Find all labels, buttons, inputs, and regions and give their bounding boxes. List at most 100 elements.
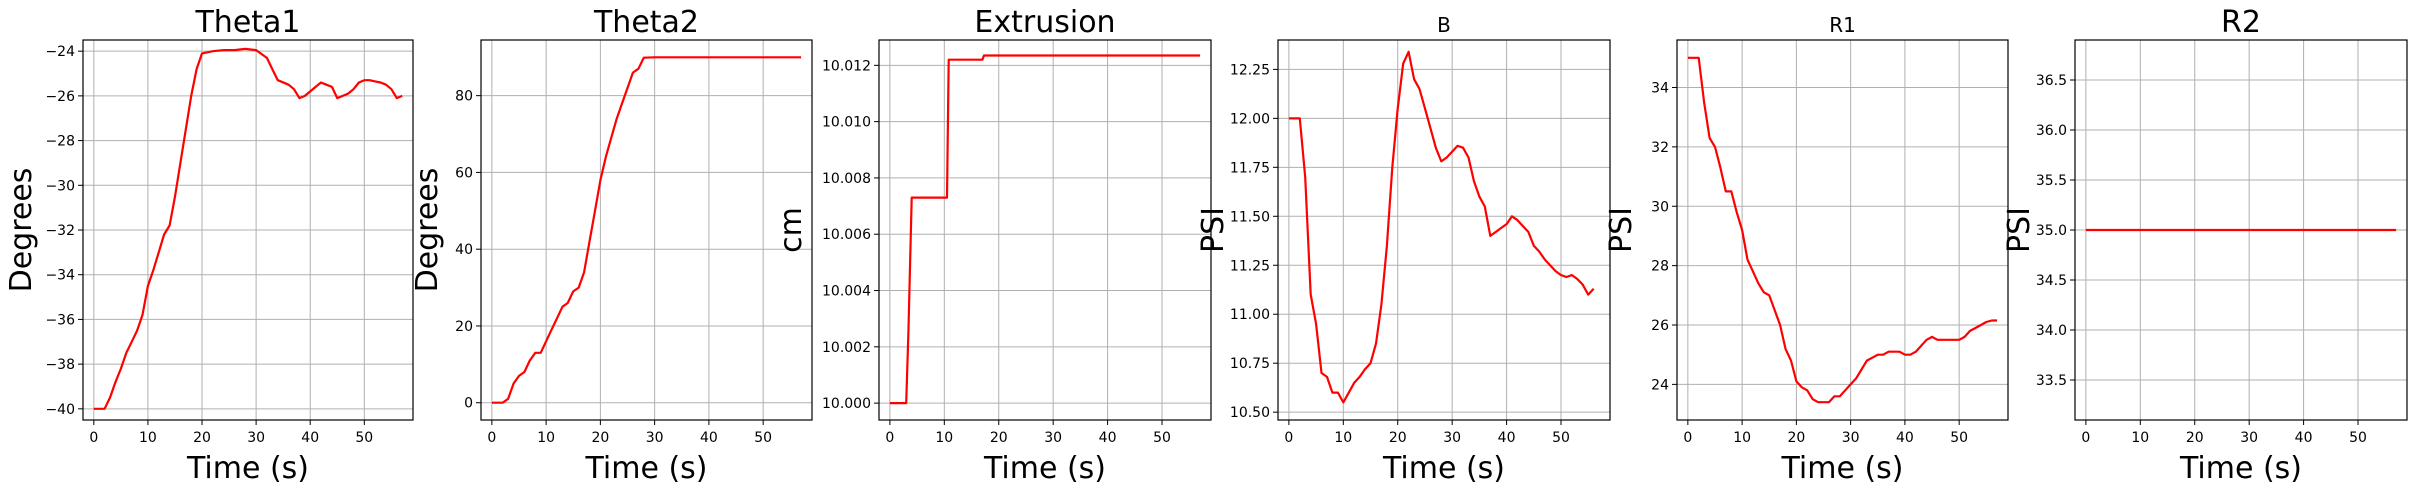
y-tick-label: −32 (45, 223, 75, 239)
x-tick-label: 10 (2131, 430, 2149, 446)
y-tick-label: 34 (1651, 81, 1669, 97)
x-tick-label: 50 (355, 430, 373, 446)
y-tick-label: 11.50 (1230, 209, 1270, 225)
x-tick-label: 30 (1443, 430, 1461, 446)
x-tick-label: 30 (1044, 430, 1062, 446)
x-tick-label: 10 (1733, 430, 1751, 446)
y-axis-label: cm (774, 207, 809, 253)
chart-panel-4: 0 10 20 30 40 50 10.50 10.75 11.00 11.25 11.50 11.7… (1196, 13, 1611, 486)
chart-panel-1: 0 10 20 30 40 50 −40 −38 −36 −34 −32 −30 −28 −26 −24 Th… (4, 5, 414, 486)
x-tick-label: 30 (1842, 430, 1860, 446)
x-tick-label: 30 (2240, 430, 2258, 446)
series-line (1687, 56, 1998, 404)
y-tick-label: 12.25 (1230, 62, 1270, 78)
chart-panel-6: 0 10 20 30 40 50 33.5 34.0 34.5 35.0 35.5 36.0 36.5 R… (2002, 5, 2408, 486)
y-tick-label: 11.25 (1230, 258, 1270, 274)
x-axis-label: Time (s) (2179, 451, 2302, 486)
y-tick-label: 40 (455, 242, 473, 258)
y-tick-label: 30 (1651, 199, 1669, 215)
x-tick-label: 10 (935, 430, 953, 446)
y-tick-label: 36.0 (2036, 123, 2067, 139)
y-tick-label: 10.010 (822, 115, 871, 131)
x-tick-label: 20 (591, 430, 609, 446)
y-axis-label: PSI (1604, 207, 1639, 253)
x-tick-label: 50 (1153, 430, 1171, 446)
x-axis-label: Time (s) (585, 451, 708, 486)
y-axis-label: Degrees (410, 168, 445, 293)
y-tick-label: 80 (455, 89, 473, 105)
x-tick-label: 50 (1552, 430, 1570, 446)
y-tick-label: 28 (1651, 259, 1669, 275)
chart-title: B (1437, 13, 1451, 37)
y-tick-label: 24 (1651, 377, 1669, 393)
series-line (93, 47, 403, 410)
y-tick-label: 36.5 (2036, 73, 2067, 89)
y-tick-label: −28 (45, 134, 75, 150)
y-tick-label: −30 (45, 178, 75, 194)
y-tick-label: 60 (455, 165, 473, 181)
series-line (1288, 50, 1595, 404)
plot-frame (1277, 39, 1611, 421)
y-axis-label: PSI (1196, 207, 1231, 253)
plot-frame (878, 39, 1212, 421)
x-tick-label: 0 (1284, 430, 1293, 446)
y-tick-label: 20 (455, 319, 473, 335)
x-tick-label: 0 (89, 430, 98, 446)
x-tick-label: 40 (301, 430, 319, 446)
y-tick-label: −36 (45, 312, 75, 328)
plot-frame (2074, 39, 2408, 421)
plot-frame (480, 39, 813, 421)
y-tick-label: 34.0 (2036, 323, 2067, 339)
y-axis-label: PSI (2002, 207, 2037, 253)
y-tick-label: 10.000 (822, 396, 871, 412)
x-tick-label: 20 (193, 430, 211, 446)
chart-title: Theta1 (194, 5, 300, 40)
x-tick-label: 40 (700, 430, 718, 446)
x-tick-label: 30 (646, 430, 664, 446)
y-tick-label: 10.004 (822, 284, 871, 300)
chart-title: Extrusion (974, 5, 1115, 40)
y-tick-label: 10.008 (822, 171, 871, 187)
y-tick-label: 34.5 (2036, 273, 2067, 289)
x-tick-label: 40 (1896, 430, 1914, 446)
x-tick-label: 0 (885, 430, 894, 446)
x-tick-label: 40 (2295, 430, 2313, 446)
x-axis-label: Time (s) (1781, 451, 1904, 486)
x-tick-label: 40 (1099, 430, 1117, 446)
x-axis-label: Time (s) (186, 451, 309, 486)
y-tick-label: 10.50 (1230, 405, 1270, 421)
y-tick-label: 11.00 (1230, 307, 1270, 323)
y-tick-label: −24 (45, 44, 75, 60)
chart-title: R2 (2221, 5, 2261, 40)
y-tick-label: 10.75 (1230, 356, 1270, 372)
y-tick-label: −40 (45, 402, 75, 418)
plot-frame (82, 39, 414, 421)
y-tick-label: 35.0 (2036, 223, 2067, 239)
y-tick-label: 10.006 (822, 227, 871, 243)
x-tick-label: 0 (2081, 430, 2090, 446)
chart-panel-5: 0 10 20 30 40 50 24 26 28 30 32 34 R1 Time (s) PSI (1604, 13, 2009, 486)
x-tick-label: 20 (1389, 430, 1407, 446)
y-tick-label: −38 (45, 357, 75, 373)
chart-panel-2: 0 10 20 30 40 50 0 20 40 60 80 Theta2 Time (s) Degree… (410, 5, 813, 486)
series-line (491, 56, 802, 404)
y-tick-label: 35.5 (2036, 173, 2067, 189)
y-tick-label: 12.00 (1230, 111, 1270, 127)
x-tick-label: 0 (487, 430, 496, 446)
x-tick-label: 40 (1498, 430, 1516, 446)
y-tick-label: 32 (1651, 140, 1669, 156)
x-tick-label: 10 (139, 430, 157, 446)
x-tick-label: 20 (990, 430, 1008, 446)
y-tick-label: 10.002 (822, 340, 871, 356)
x-tick-label: 50 (1950, 430, 1968, 446)
x-tick-label: 10 (537, 430, 555, 446)
y-axis-label: Degrees (4, 168, 39, 293)
y-tick-label: −26 (45, 89, 75, 105)
x-axis-label: Time (s) (1382, 451, 1505, 486)
x-tick-label: 0 (1683, 430, 1692, 446)
y-tick-label: 10.012 (822, 58, 871, 74)
plot-frame (1676, 39, 2009, 421)
x-tick-label: 50 (2349, 430, 2367, 446)
x-axis-label: Time (s) (983, 451, 1106, 486)
